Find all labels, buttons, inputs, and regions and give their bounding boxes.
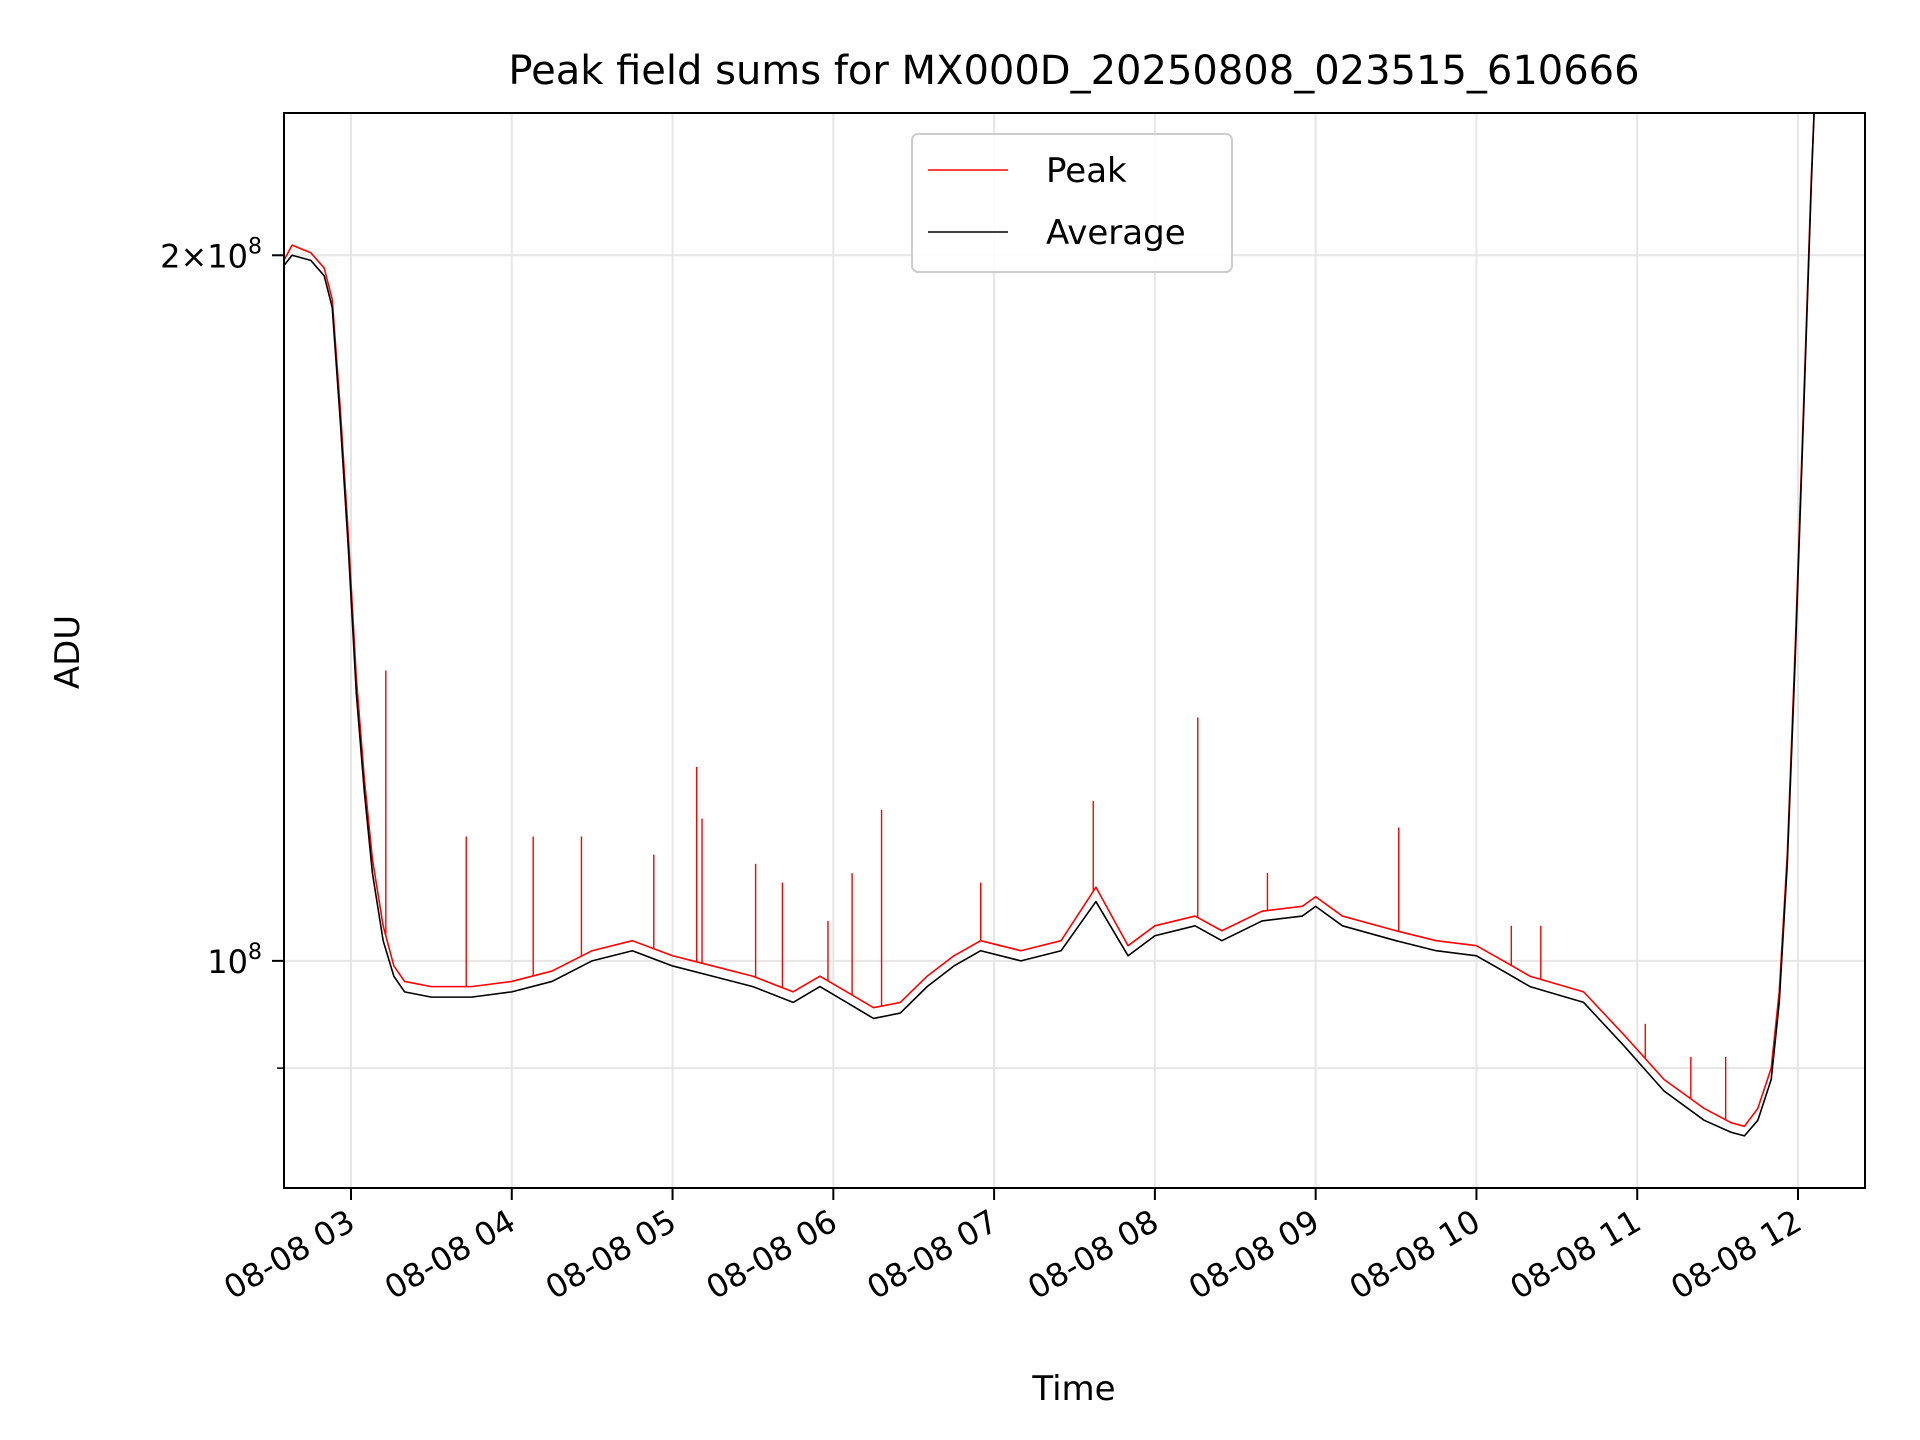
- plot-area: [284, 113, 1815, 1137]
- legend-label: Average: [1046, 213, 1186, 253]
- grid: [284, 113, 1865, 1188]
- legend: Peak Average: [911, 133, 1233, 273]
- chart-title: Peak field sums for MX000D_20250808_0235…: [508, 48, 1639, 94]
- legend-box: [911, 133, 1233, 273]
- y-tick-label: 108: [207, 940, 262, 981]
- plot-frame: [283, 112, 1866, 1189]
- y-tick-label: 2×108: [160, 234, 262, 275]
- x-axis-label: Time: [1031, 1369, 1115, 1409]
- y-axis-label: ADU: [48, 615, 88, 689]
- legend-label: Peak: [1046, 151, 1127, 191]
- series-line-peak: [284, 113, 1815, 1128]
- y-axis-ticks: 108 2×108: [160, 234, 284, 1069]
- series-layer: [284, 113, 1815, 1137]
- series-line-average: [284, 113, 1815, 1137]
